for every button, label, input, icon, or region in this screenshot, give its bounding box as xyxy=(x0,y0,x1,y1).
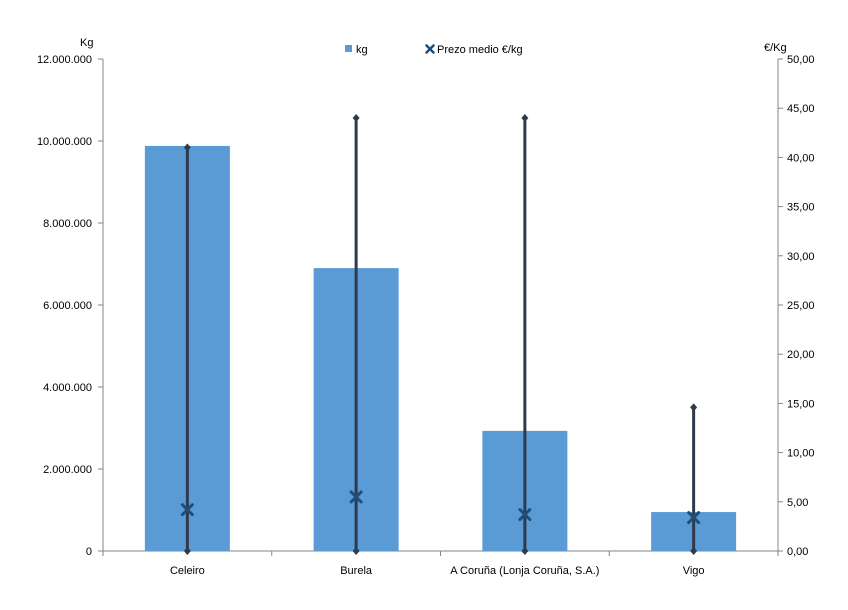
y-axis-title-right: €/Kg xyxy=(764,42,787,54)
bars xyxy=(144,145,737,552)
x-tick-label: Celeiro xyxy=(170,565,205,577)
legend-swatch-price-icon xyxy=(425,44,435,54)
y-tick-label-left: 2.000.000 xyxy=(43,464,92,476)
y-tick-label-right: 5,00 xyxy=(787,497,808,509)
y-tick-label-left: 12.000.000 xyxy=(37,54,92,66)
y-tick-label-left: 4.000.000 xyxy=(43,382,92,394)
tick-labels: 0 2.000.000 4.000.000 6.000.000 8.000.000 10.… xyxy=(37,54,815,577)
marker-stroke xyxy=(349,490,363,504)
price-point xyxy=(180,503,194,517)
y-tick-label-right: 45,00 xyxy=(787,103,815,115)
y-tick-label-right: 50,00 xyxy=(787,54,815,66)
y-tick-label-right: 0,00 xyxy=(787,546,808,558)
y-tick-label-left: 6.000.000 xyxy=(43,300,92,312)
y-tick-label-right: 25,00 xyxy=(787,300,815,312)
y-tick-label-right: 10,00 xyxy=(787,448,815,460)
marker-stroke xyxy=(425,44,435,54)
price-high-marker xyxy=(521,114,529,123)
price-low-marker xyxy=(690,547,698,555)
legend-swatch-kg xyxy=(345,45,352,52)
x-tick-label: Burela xyxy=(340,565,373,577)
price-point xyxy=(518,508,532,522)
y-tick-label-right: 15,00 xyxy=(787,398,815,410)
price-ranges xyxy=(183,114,698,555)
legend-label-kg: kg xyxy=(356,44,368,56)
price-low-marker xyxy=(183,547,191,555)
marker-stroke xyxy=(180,503,194,517)
price-low-marker xyxy=(352,547,360,555)
legend-marker-x xyxy=(425,44,435,54)
price-high-marker xyxy=(183,143,191,152)
price-markers xyxy=(180,490,701,525)
y-axis-title-left: Kg xyxy=(80,37,93,49)
x-tick-label: Vigo xyxy=(683,565,705,577)
y-tick-label-right: 35,00 xyxy=(787,202,815,214)
y-tick-label-left: 10.000.000 xyxy=(37,136,92,148)
marker-stroke xyxy=(687,511,701,525)
x-tick-label: A Coruña (Lonja Coruña, S.A.) xyxy=(450,565,599,577)
y-tick-label-right: 30,00 xyxy=(787,251,815,263)
legend: kg Prezo medio €/kg xyxy=(345,44,523,56)
y-tick-label-right: 20,00 xyxy=(787,349,815,361)
legend-label-price: Prezo medio €/kg xyxy=(437,44,523,56)
price-low-marker xyxy=(521,547,529,555)
price-point xyxy=(349,490,363,504)
y-tick-label-right: 40,00 xyxy=(787,152,815,164)
price-high-marker xyxy=(352,114,360,123)
y-tick-label-left: 0 xyxy=(86,546,92,558)
price-high-marker xyxy=(690,403,698,412)
y-tick-label-left: 8.000.000 xyxy=(43,218,92,230)
price-point xyxy=(687,511,701,525)
marker-stroke xyxy=(518,508,532,522)
